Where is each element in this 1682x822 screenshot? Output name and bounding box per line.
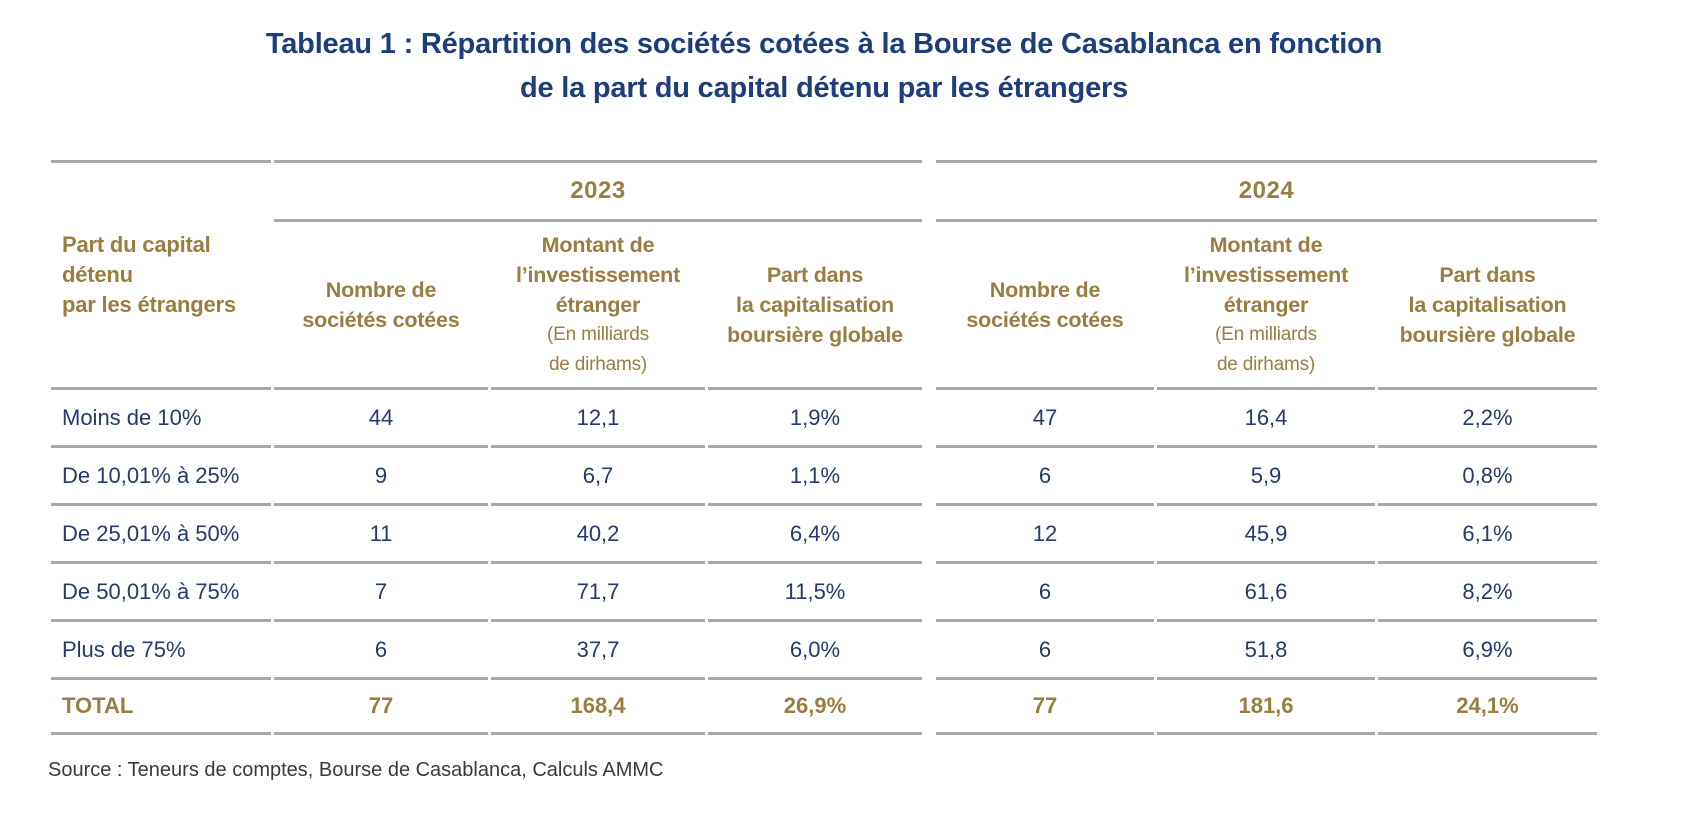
cell-2024-share: 8,2% [1378,564,1597,622]
table-row: De 10,01% à 25% 9 6,7 1,1% 6 5,9 0,8% [51,448,1597,506]
row-label: Plus de 75% [51,622,271,680]
column-header-line: Nombre de [989,277,1101,302]
year-header-2024: 2024 [936,160,1597,222]
cell-2023-share: 6,0% [708,622,922,680]
cell-2024-count: 12 [936,506,1154,564]
column-header-line: l’investissement [515,262,681,287]
cell-2023-share: 11,5% [708,564,922,622]
cell-2023-count: 44 [274,390,488,448]
cell-2024-share: 2,2% [1378,390,1597,448]
cell-2024-share: 6,1% [1378,506,1597,564]
cell-2024-count: 6 [936,622,1154,680]
column-header-line: la capitalisation [736,292,894,317]
column-header-unit-line: de dirhams) [548,353,648,375]
column-header-line: boursière globale [1399,322,1576,347]
column-header-line: Part dans [766,262,864,287]
column-header-2023-share: Part dans la capitalisation boursière gl… [708,222,922,390]
column-header-line: la capitalisation [1408,292,1567,317]
cell-2023-count: 7 [274,564,488,622]
row-label: De 10,01% à 25% [51,448,271,506]
total-2024-count: 77 [936,680,1154,735]
column-header-unit-line: de dirhams) [1216,353,1316,375]
table-title-line-1: Tableau 1 : Répartition des sociétés cot… [265,28,1383,60]
total-label: TOTAL [51,680,271,735]
row-header-title-line-3: par les étrangers [62,292,236,317]
source-note: Source : Teneurs de comptes, Bourse de C… [48,759,664,781]
year-header-2023: 2023 [274,160,922,222]
cell-2023-amount: 6,7 [491,448,705,506]
column-header-line: Montant de [1209,232,1323,257]
table-title: Tableau 1 : Répartition des sociétés cot… [48,22,1600,110]
column-header-unit-line: (En milliards [547,323,649,345]
total-row: TOTAL 77 168,4 26,9% 77 181,6 24,1% [51,680,1597,735]
column-header-2024-investment: Montant de l’investissement étranger (En… [1157,222,1375,390]
table-row: Plus de 75% 6 37,7 6,0% 6 51,8 6,9% [51,622,1597,680]
column-header-line: étranger [1223,292,1309,317]
cell-2023-count: 11 [274,506,488,564]
column-header-2023-companies: Nombre de sociétés cotées [274,222,488,390]
column-header-line: l’investissement [1183,262,1349,287]
column-header-line: boursière globale [727,322,903,347]
column-header-row: Nombre de sociétés cotées Montant de l’i… [51,222,1597,390]
cell-2024-amount: 16,4 [1157,390,1375,448]
cell-2024-count: 47 [936,390,1154,448]
table-row: De 50,01% à 75% 7 71,7 11,5% 6 61,6 8,2% [51,564,1597,622]
table-row: Moins de 10% 44 12,1 1,9% 47 16,4 2,2% [51,390,1597,448]
column-header-line: sociétés cotées [302,307,460,332]
row-header-title: Part du capital détenu par les étrangers [51,160,271,390]
cell-2023-amount: 71,7 [491,564,705,622]
capital-repartition-table: Part du capital détenu par les étrangers… [48,160,1600,735]
row-header-title-line-1: Part du capital [62,232,211,257]
cell-2023-amount: 40,2 [491,506,705,564]
column-header-line: sociétés cotées [966,307,1124,332]
cell-2024-amount: 5,9 [1157,448,1375,506]
cell-2024-amount: 61,6 [1157,564,1375,622]
cell-2023-count: 6 [274,622,488,680]
cell-2023-share: 6,4% [708,506,922,564]
row-label: De 50,01% à 75% [51,564,271,622]
total-2024-amount: 181,6 [1157,680,1375,735]
column-header-line: Part dans [1439,262,1536,287]
column-header-2023-investment: Montant de l’investissement étranger (En… [491,222,705,390]
total-2023-share: 26,9% [708,680,922,735]
total-2024-share: 24,1% [1378,680,1597,735]
table-group-gap [925,160,933,735]
row-header-title-line-2: détenu [62,262,133,287]
cell-2024-share: 0,8% [1378,448,1597,506]
document-page: Tableau 1 : Répartition des sociétés cot… [48,22,1600,781]
table-title-line-2: de la part du capital détenu par les étr… [519,72,1129,104]
cell-2023-count: 9 [274,448,488,506]
total-2023-amount: 168,4 [491,680,705,735]
cell-2024-share: 6,9% [1378,622,1597,680]
cell-2024-count: 6 [936,448,1154,506]
cell-2024-amount: 45,9 [1157,506,1375,564]
column-header-line: étranger [555,292,641,317]
row-label: De 25,01% à 50% [51,506,271,564]
cell-2024-count: 6 [936,564,1154,622]
cell-2023-amount: 37,7 [491,622,705,680]
column-header-unit-line: (En milliards [1215,323,1317,345]
cell-2023-share: 1,9% [708,390,922,448]
cell-2023-share: 1,1% [708,448,922,506]
column-header-line: Nombre de [325,277,437,302]
table-row: De 25,01% à 50% 11 40,2 6,4% 12 45,9 6,1… [51,506,1597,564]
column-header-line: Montant de [541,232,655,257]
year-header-row: Part du capital détenu par les étrangers… [51,160,1597,390]
column-header-2024-companies: Nombre de sociétés cotées [936,222,1154,390]
cell-2023-amount: 12,1 [491,390,705,448]
total-2023-count: 77 [274,680,488,735]
column-header-2024-share: Part dans la capitalisation boursière gl… [1378,222,1597,390]
row-label: Moins de 10% [51,390,271,448]
cell-2024-amount: 51,8 [1157,622,1375,680]
